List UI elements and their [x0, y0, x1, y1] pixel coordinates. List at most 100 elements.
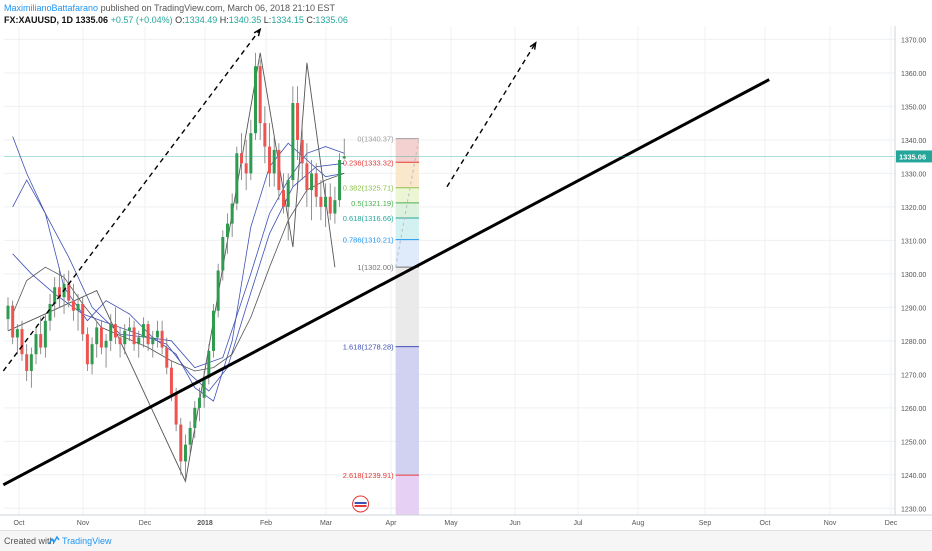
fib-level-label: 1(1302.00): [357, 263, 394, 272]
x-tick-label: Mar: [320, 520, 333, 527]
candle-body: [67, 283, 71, 301]
candle-body: [85, 334, 89, 365]
candle-body: [165, 347, 169, 368]
candle-body: [151, 337, 155, 345]
fib-level-label: 0.5(1321.19): [351, 199, 394, 208]
candle-body: [324, 196, 328, 207]
candle-body: [141, 324, 145, 338]
candle-body: [286, 180, 290, 207]
low-value: 1334.15: [271, 15, 304, 25]
moving-average-line: [12, 173, 345, 372]
candle-body: [53, 287, 57, 304]
low-label: L:: [263, 15, 272, 25]
candle-body: [338, 159, 342, 201]
x-tick-label: Aug: [632, 520, 645, 527]
y-tick-label: 1320.00: [901, 205, 926, 212]
y-tick-label: 1340.00: [901, 138, 926, 145]
fib-trend-line: [395, 138, 420, 268]
candle-body: [230, 203, 234, 224]
candle-body: [300, 139, 304, 164]
tradingview-brand[interactable]: TradingView: [62, 536, 112, 546]
candle-body: [169, 367, 173, 395]
fib-zone: [395, 267, 419, 347]
candle-body: [225, 223, 229, 238]
candle-body: [183, 444, 187, 462]
open-value: 1334.49: [184, 15, 218, 25]
arrow-head-icon: [253, 27, 262, 37]
fib-zone: [395, 239, 419, 268]
y-tick-label: 1310.00: [901, 238, 926, 245]
fib-zone: [395, 162, 419, 188]
candle-body: [240, 153, 243, 164]
candle-body: [314, 173, 318, 197]
candle-body: [216, 270, 220, 311]
candle-body: [104, 340, 108, 348]
candle-body: [188, 427, 192, 445]
candle-body: [71, 300, 75, 311]
x-tick-label: Nov: [824, 520, 837, 527]
y-tick-label: 1370.00: [901, 37, 926, 44]
fib-level-label: 0.786(1310.21): [343, 236, 394, 245]
price-axis[interactable]: 1230.00 1240.00 1250.00 1260.00 1270.00 1280.…: [894, 26, 932, 515]
candle-body: [39, 334, 43, 348]
time-axis[interactable]: Oct Nov Dec 2018 Feb Mar Apr May Jun Jul Aug Sep Oct…: [0, 514, 932, 527]
candle-body: [249, 133, 253, 174]
fib-zone: [395, 346, 419, 476]
symbol-label[interactable]: FX:XAUUSD, 1D: [4, 15, 74, 25]
candle-body: [305, 163, 309, 191]
candle-body: [6, 305, 10, 320]
fibonacci-retracement[interactable]: 0(1340.37) 0.236(1333.32) 0.382(1325.71) 0.…: [343, 135, 420, 515]
created-with-text: Created with: [4, 536, 55, 546]
fib-level-label: 0.382(1325.71): [343, 184, 394, 193]
candle-body: [207, 350, 211, 378]
candle-body: [95, 327, 99, 345]
candle-body: [272, 149, 276, 174]
candle-body: [342, 156, 346, 159]
candle-body: [258, 66, 262, 124]
moving-average-line: [12, 162, 345, 392]
fib-zone-extension: [395, 475, 419, 515]
publish-text: published on TradingView.com, March 06, …: [100, 3, 336, 13]
candle-body: [76, 303, 80, 311]
candle-body: [137, 337, 141, 345]
candle-body: [254, 66, 258, 134]
candle-body: [179, 424, 183, 462]
candle-body: [235, 153, 239, 204]
trend-drawings[interactable]: [2, 27, 895, 487]
candlestick-series: [6, 52, 346, 482]
flag-stripe-icon: [354, 502, 367, 504]
x-tick-label: Oct: [760, 520, 771, 527]
event-markers[interactable]: [352, 495, 370, 513]
open-label: O:: [175, 15, 185, 25]
close-label: C:: [306, 15, 316, 25]
high-value: 1340.35: [228, 15, 262, 25]
candle-body: [113, 324, 117, 338]
fib-zone: [395, 202, 419, 219]
price-chart[interactable]: 0(1340.37) 0.236(1333.32) 0.382(1325.71) 0.…: [0, 26, 932, 530]
candle-body: [48, 303, 52, 321]
publish-info: MaximilianoBattafarano published on Trad…: [4, 3, 335, 13]
candle-body: [132, 327, 136, 345]
x-tick-label: Oct: [14, 520, 25, 527]
y-tick-label: 1250.00: [901, 439, 926, 446]
zigzag-line: [7, 52, 336, 483]
last-price-tag: [896, 150, 932, 163]
fib-zone: [395, 218, 419, 240]
candle-body: [291, 103, 295, 181]
fib-level-label: 1.618(1278.28): [343, 343, 394, 352]
price-axis-bg: [895, 26, 932, 515]
chart-grid: [4, 26, 895, 515]
candle-body: [244, 163, 248, 174]
candle-body: [328, 196, 332, 214]
author-link[interactable]: MaximilianoBattafarano: [4, 3, 99, 13]
x-tick-label: Jun: [509, 520, 520, 527]
x-tick-label: Dec: [885, 520, 898, 527]
candle-body: [202, 377, 206, 398]
x-tick-label: May: [444, 520, 458, 527]
x-tick-label: Jul: [574, 520, 583, 527]
trend-line: [2, 78, 770, 487]
candle-body: [34, 334, 38, 355]
candle-body: [25, 354, 29, 371]
candle-body: [109, 324, 113, 341]
x-tick-label: 2018: [197, 520, 213, 527]
